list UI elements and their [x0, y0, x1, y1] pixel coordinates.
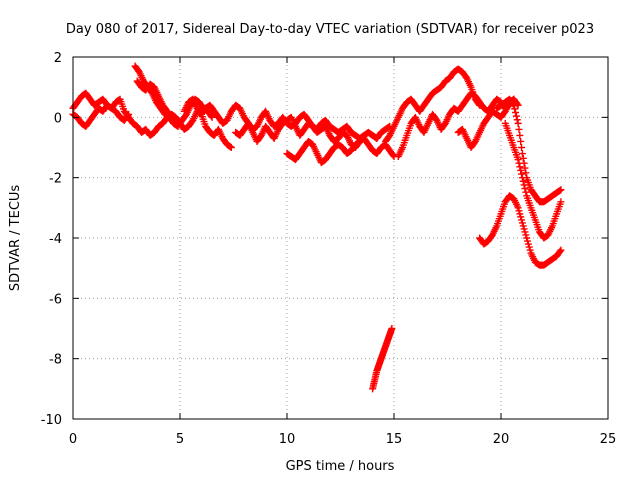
- data-point: [511, 105, 519, 113]
- data-point: [513, 116, 521, 124]
- data-point: [514, 119, 522, 127]
- data-point: [356, 137, 364, 145]
- data-point: [519, 154, 527, 162]
- series-track-9: [394, 89, 518, 161]
- data-point: [509, 100, 517, 108]
- data-point: [227, 144, 235, 151]
- series-track-13: [476, 192, 565, 269]
- data-point: [521, 185, 529, 193]
- data-point: [125, 110, 133, 118]
- series-track-8: [381, 65, 484, 145]
- data-point: [518, 174, 526, 182]
- y-tick-label: 0: [54, 111, 62, 126]
- y-tick-label: -8: [49, 353, 62, 368]
- x-tick-label: 20: [493, 432, 510, 447]
- data-point: [514, 156, 522, 164]
- data-point: [518, 150, 526, 158]
- data-point: [521, 164, 529, 172]
- x-tick-label: 10: [279, 432, 296, 447]
- x-tick-label: 0: [69, 432, 77, 447]
- y-tick-label: -2: [49, 172, 62, 187]
- axis-ticks: 0 5 10 15 20 25 -10 -8 -6 -4 -2 0 2: [41, 51, 617, 447]
- data-point: [520, 181, 528, 189]
- data-point: [172, 119, 180, 127]
- data-point: [510, 101, 518, 109]
- x-axis-label: GPS time / hours: [286, 459, 395, 474]
- series-track-4: [133, 77, 180, 127]
- data-point: [518, 144, 526, 151]
- series-track-7: [283, 137, 364, 167]
- y-axis-label: SDTVAR / TECUs: [8, 185, 23, 292]
- series-track-14: [369, 325, 396, 393]
- data-point: [515, 159, 523, 167]
- x-tick-label: 5: [176, 432, 184, 447]
- data-point: [512, 109, 520, 117]
- data-point: [208, 113, 216, 121]
- data-point: [517, 137, 525, 145]
- series-track-12: [501, 119, 565, 242]
- y-tick-label: -6: [49, 292, 62, 307]
- data-point: [389, 151, 397, 159]
- chart-title: Day 080 of 2017, Sidereal Day-to-day VTE…: [66, 22, 594, 37]
- data-point: [557, 198, 565, 206]
- data-point: [557, 246, 565, 254]
- data-point: [517, 166, 525, 174]
- series-track-2: [69, 101, 133, 130]
- data-point: [388, 325, 396, 332]
- data-point: [124, 112, 132, 120]
- data-point: [556, 247, 564, 255]
- data-point: [557, 186, 565, 194]
- data-point: [522, 169, 530, 177]
- x-tick-label: 25: [600, 432, 617, 447]
- data-marks: [69, 62, 565, 393]
- data-point: [515, 125, 523, 133]
- series-track-5: [180, 95, 394, 142]
- data-point: [518, 170, 526, 178]
- y-tick-label: -10: [41, 413, 62, 428]
- data-point: [207, 112, 215, 120]
- x-tick-label: 15: [386, 432, 403, 447]
- y-tick-label: 2: [54, 51, 62, 66]
- data-point: [522, 188, 530, 196]
- data-point: [516, 163, 524, 171]
- data-point: [519, 177, 527, 185]
- y-tick-label: -4: [49, 232, 62, 247]
- data-point: [512, 112, 520, 120]
- data-point: [516, 131, 524, 139]
